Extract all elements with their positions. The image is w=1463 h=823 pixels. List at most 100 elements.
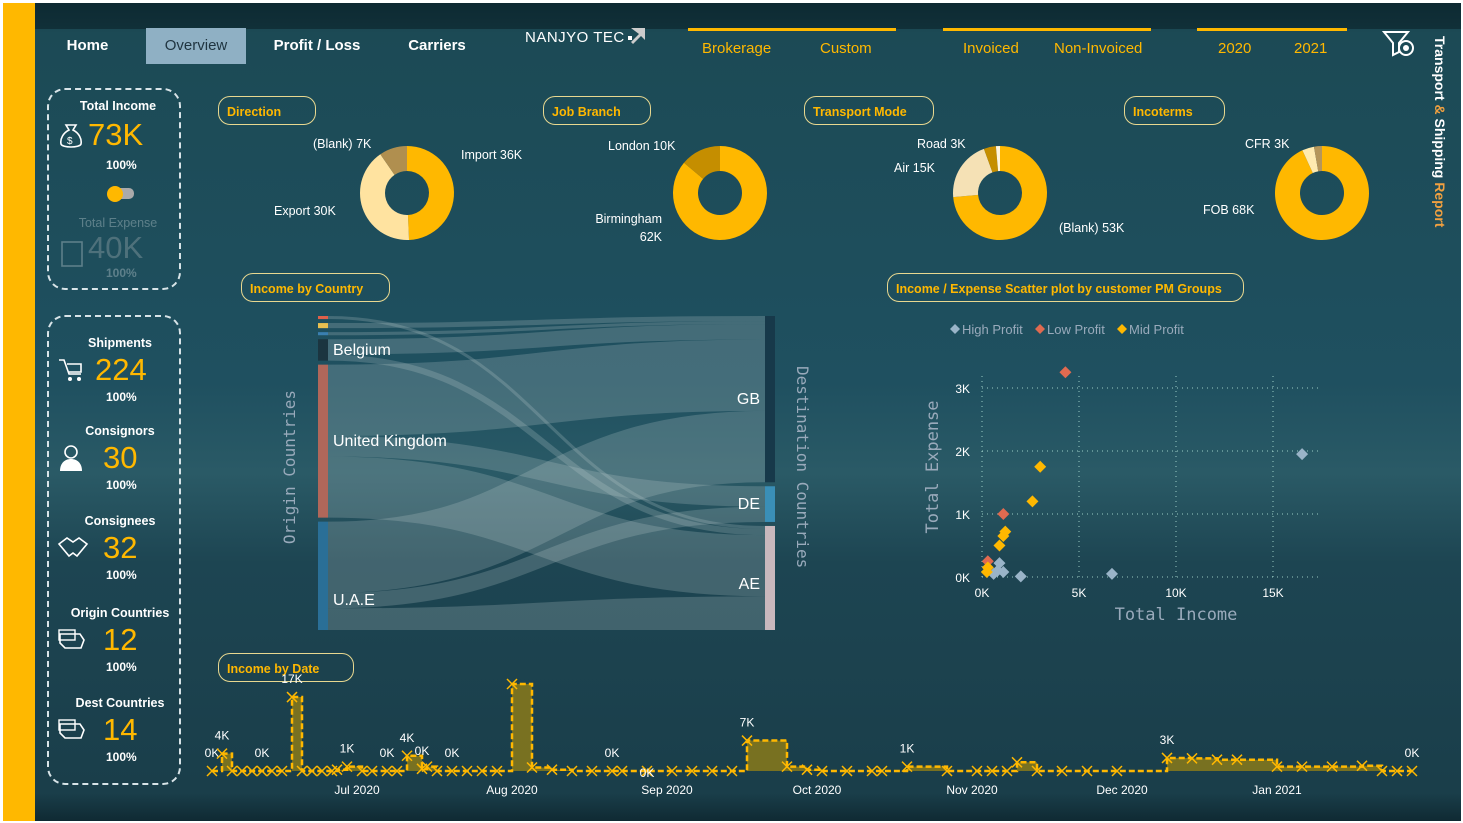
- tab-home[interactable]: Home: [66, 37, 109, 54]
- x-tick-label: Dec 2020: [1096, 783, 1148, 797]
- kpi-value: 32: [103, 530, 138, 565]
- filter-non-invoiced[interactable]: Non-Invoiced: [1054, 40, 1143, 57]
- donut-label: (Blank) 53K: [1059, 221, 1125, 235]
- income-by-date-chart: 0K4K0K17K1K0K4K0K0K20K0K0K7K1K3K0KJul 20…: [205, 670, 1420, 797]
- data-marker: [1186, 752, 1198, 764]
- dashboard: [3, 3, 1461, 821]
- data-label: 0K: [205, 746, 220, 760]
- dest-label: DE: [738, 496, 760, 513]
- transport-mode-title: Transport Mode: [804, 96, 934, 125]
- dest-label: AE: [739, 576, 760, 593]
- sankey-chart: Belgium United Kingdom U.A.E GB DE AE: [318, 316, 775, 630]
- donut-slice: [380, 146, 407, 175]
- filter-line: [943, 28, 1151, 31]
- tab-carriers[interactable]: Carriers: [408, 37, 466, 54]
- origin-label: U.A.E: [333, 592, 375, 609]
- data-marker: [526, 761, 538, 774]
- origin-node: [318, 332, 328, 336]
- filter-custom[interactable]: Custom: [820, 40, 872, 57]
- donut-slice: [953, 148, 993, 198]
- data-marker: [296, 765, 308, 777]
- income-line: [212, 682, 1412, 773]
- data-marker: [901, 761, 913, 773]
- donut-charts: [360, 146, 1369, 240]
- data-marker: [216, 748, 228, 760]
- data-label: 7K: [740, 716, 755, 730]
- x-tick-label: Jan 2021: [1252, 783, 1302, 797]
- kpi-pct: 100%: [106, 750, 137, 764]
- origin-node: [318, 323, 328, 329]
- x-axis-title: Total Income: [1115, 605, 1238, 625]
- dest-axis-label: Destination Countries: [793, 366, 812, 569]
- dest-node: [765, 316, 775, 483]
- donut-label: (Blank) 7K: [313, 137, 372, 151]
- kpi-label: Consignees: [84, 514, 156, 528]
- dest-node: [765, 486, 775, 522]
- kpi-value: 224: [95, 352, 147, 387]
- data-marker: [256, 765, 268, 777]
- data-marker: [1326, 761, 1338, 773]
- sankey-link: [327, 596, 766, 630]
- data-marker: [1296, 761, 1308, 773]
- data-marker: [331, 764, 343, 776]
- legend-marker: [950, 324, 960, 334]
- sankey-link: [327, 339, 766, 437]
- income-expense-toggle[interactable]: [104, 184, 136, 204]
- map-icon: [58, 719, 85, 739]
- filter-line: [688, 28, 896, 31]
- tab-overview[interactable]: Overview: [146, 28, 246, 64]
- donut-slice: [673, 146, 767, 240]
- origin-axis-label: Origin Countries: [280, 390, 299, 545]
- filter-2021[interactable]: 2021: [1294, 40, 1328, 57]
- scatter-point: [1026, 495, 1039, 508]
- donut-label: Road 3K: [917, 137, 966, 151]
- data-marker: [986, 765, 998, 777]
- tab-profit-loss[interactable]: Profit / Loss: [273, 37, 361, 54]
- sankey-link: [327, 321, 766, 336]
- filter-brokerage[interactable]: Brokerage: [702, 40, 772, 57]
- data-marker: [341, 761, 353, 773]
- data-marker: [391, 765, 403, 777]
- data-marker: [801, 764, 813, 776]
- data-marker: [246, 765, 258, 777]
- scatter-point: [997, 508, 1010, 520]
- logo-text: NANJYO TEC: [525, 29, 625, 46]
- reset-filter-icon[interactable]: [1380, 26, 1418, 62]
- data-marker: [1231, 754, 1243, 766]
- scatter-point: [997, 565, 1010, 578]
- kpi-pct: 100%: [106, 478, 137, 492]
- data-marker: [971, 765, 983, 777]
- total-income-value: 73K: [88, 117, 144, 152]
- data-marker: [606, 765, 618, 777]
- origin-node: [318, 316, 328, 320]
- data-marker: [1031, 765, 1043, 777]
- sankey-link: [327, 410, 766, 594]
- data-marker: [666, 765, 678, 777]
- data-label: 0K: [415, 744, 430, 758]
- sankey-link: [327, 316, 766, 530]
- data-marker: [706, 765, 718, 777]
- kpi-pct: 100%: [106, 660, 137, 674]
- donut-label: CFR 3K: [1245, 137, 1290, 151]
- trolley-icon: [59, 359, 82, 381]
- filter-invoiced[interactable]: Invoiced: [963, 40, 1019, 57]
- donut-slice: [983, 146, 999, 173]
- scatter-point: [1296, 448, 1309, 461]
- data-marker: [226, 765, 238, 777]
- data-marker: [686, 765, 698, 777]
- x-tick-label: Nov 2020: [946, 783, 998, 797]
- sankey-link: [327, 436, 766, 507]
- kpi-value: 14: [103, 712, 138, 747]
- job-branch-title: Job Branch: [543, 96, 651, 125]
- data-marker: [421, 761, 433, 773]
- donut-label: Air 15K: [894, 161, 935, 175]
- filter-2020[interactable]: 2020: [1218, 40, 1252, 57]
- sankey-link: [327, 316, 766, 329]
- kpi-label: Dest Countries: [75, 696, 165, 710]
- data-marker: [841, 765, 853, 777]
- donut-slice: [407, 146, 454, 240]
- x-tick-label: Jul 2020: [334, 783, 380, 797]
- donut-slice: [1313, 146, 1322, 172]
- donut-slice: [1302, 146, 1319, 174]
